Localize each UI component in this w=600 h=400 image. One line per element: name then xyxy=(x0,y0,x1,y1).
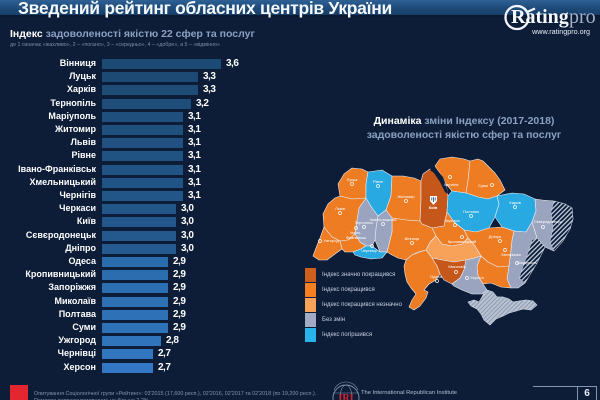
svg-text:Rating: Rating xyxy=(511,6,569,28)
svg-text:Ужгород: Ужгород xyxy=(323,238,339,243)
svg-text:Запоріжжя: Запоріжжя xyxy=(501,252,521,257)
svg-text:Маріуполь: Маріуполь xyxy=(517,260,536,265)
svg-text:pro: pro xyxy=(569,6,596,28)
svg-text:Суми: Суми xyxy=(478,183,488,188)
svg-text:Черкаси: Черкаси xyxy=(444,218,459,223)
svg-text:Рівне: Рівне xyxy=(373,179,384,184)
svg-text:Херсон: Херсон xyxy=(470,275,484,280)
svg-text:IRI: IRI xyxy=(338,393,353,400)
svg-text:Сєвєродонецьк: Сєвєродонецьк xyxy=(534,219,563,224)
svg-text:Миколаїв: Миколаїв xyxy=(448,264,465,269)
svg-text:Чернігів: Чернігів xyxy=(444,182,459,187)
svg-text:Тернопіль: Тернопіль xyxy=(355,220,374,225)
svg-text:Франківськ: Франківськ xyxy=(346,235,367,240)
svg-text:Харків: Харків xyxy=(509,200,521,205)
svg-text:Житомир: Житомир xyxy=(397,194,415,199)
svg-text:Київ: Київ xyxy=(429,205,438,210)
svg-text:Луцьк: Луцьк xyxy=(347,177,358,182)
svg-text:Івано-: Івано- xyxy=(350,230,362,235)
svg-text:Полтава: Полтава xyxy=(463,209,479,214)
svg-text:Кропивницький: Кропивницький xyxy=(448,239,476,244)
svg-text:Хмельницький: Хмельницький xyxy=(370,217,397,222)
svg-text:Одеса: Одеса xyxy=(430,274,443,279)
svg-text:www.ratingpro.org: www.ratingpro.org xyxy=(531,27,590,36)
svg-text:Чернівці: Чернівці xyxy=(361,248,377,253)
svg-text:Львів: Львів xyxy=(335,206,345,211)
svg-text:Дніпро: Дніпро xyxy=(489,234,502,239)
svg-text:Вінниця: Вінниця xyxy=(405,236,420,241)
